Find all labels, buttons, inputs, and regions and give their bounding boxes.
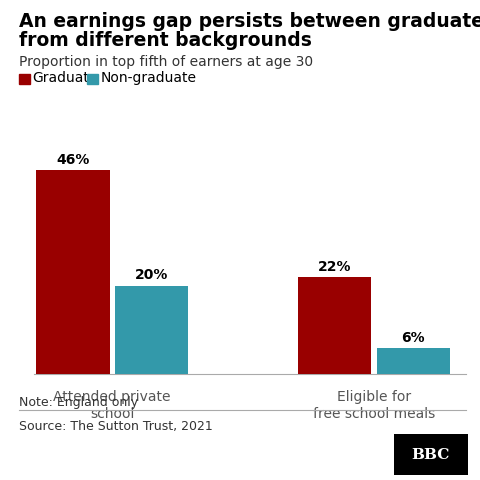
Text: 6%: 6% — [401, 331, 425, 345]
Text: 46%: 46% — [56, 153, 90, 167]
Bar — [377, 348, 450, 374]
Text: BBC: BBC — [412, 448, 450, 462]
Text: Non-graduate: Non-graduate — [100, 71, 196, 85]
Bar — [36, 170, 109, 374]
Text: Note: England only: Note: England only — [19, 396, 138, 409]
Text: Graduate: Graduate — [32, 71, 97, 85]
Text: 22%: 22% — [318, 260, 351, 274]
Bar — [298, 276, 372, 374]
Text: Proportion in top fifth of earners at age 30: Proportion in top fifth of earners at ag… — [19, 55, 313, 69]
Bar — [115, 286, 188, 374]
Text: Source: The Sutton Trust, 2021: Source: The Sutton Trust, 2021 — [19, 420, 213, 433]
Text: 20%: 20% — [135, 268, 168, 282]
Text: from different backgrounds: from different backgrounds — [19, 31, 312, 50]
Text: An earnings gap persists between graduates: An earnings gap persists between graduat… — [19, 12, 480, 31]
